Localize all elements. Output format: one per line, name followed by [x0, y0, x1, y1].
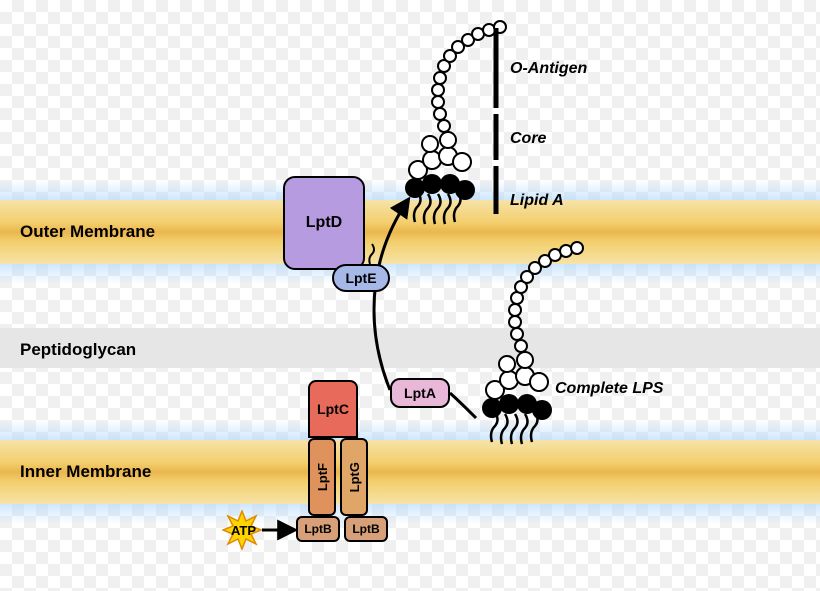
inner-membrane-label: Inner Membrane	[20, 462, 151, 482]
lptf-label: LptF	[315, 463, 330, 491]
lptc-label: LptC	[317, 401, 349, 417]
lptb2-label: LptB	[352, 522, 379, 536]
lptb2-protein: LptB	[344, 516, 388, 542]
outer-membrane-label: Outer Membrane	[20, 222, 155, 242]
lptg-label: LptG	[347, 462, 362, 492]
legend-o-antigen: O-Antigen	[510, 60, 587, 78]
legend-lipid-a: Lipid A	[510, 192, 564, 210]
atp-label: ATP	[231, 523, 256, 538]
lptd-protein: LptD	[283, 176, 365, 270]
peptidoglycan-label: Peptidoglycan	[20, 340, 136, 360]
legend-complete-lps: Complete LPS	[555, 380, 663, 398]
lpte-protein: LptE	[332, 264, 390, 292]
lptc-protein: LptC	[308, 380, 358, 438]
lptd-label: LptD	[306, 214, 342, 232]
lpta-label: LptA	[404, 385, 436, 401]
lptg-protein: LptG	[340, 438, 368, 516]
lptb1-label: LptB	[304, 522, 331, 536]
lptf-protein: LptF	[308, 438, 336, 516]
lptb1-protein: LptB	[296, 516, 340, 542]
legend-core: Core	[510, 130, 546, 148]
lpta-protein: LptA	[390, 378, 450, 408]
lpte-label: LptE	[345, 270, 376, 286]
